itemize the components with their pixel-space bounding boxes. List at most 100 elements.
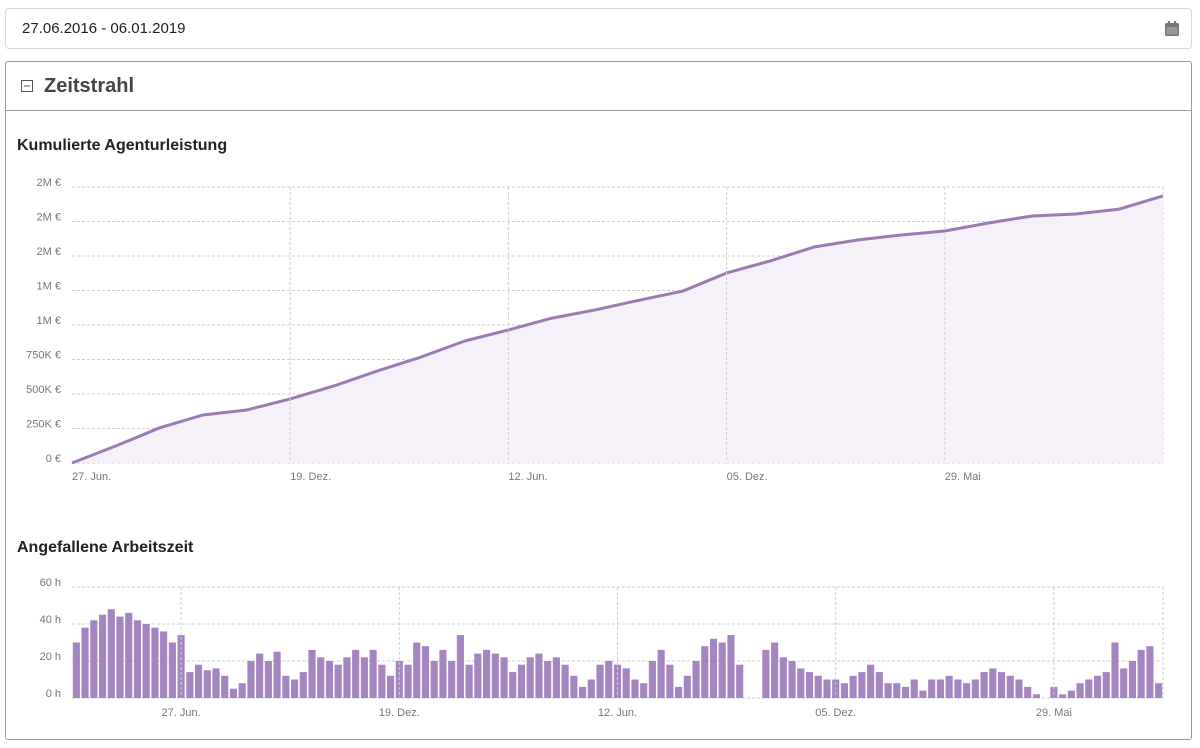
y-tick-label: 500K € (26, 384, 61, 396)
bar (718, 642, 726, 698)
bar (308, 649, 316, 698)
bar (797, 668, 805, 698)
bar (893, 683, 901, 698)
x-tick-label: 12. Jun. (598, 707, 637, 719)
bar (928, 679, 936, 698)
bar (81, 627, 89, 698)
bar (552, 657, 560, 698)
bar (212, 668, 220, 698)
y-tick-label: 750K € (26, 349, 61, 361)
bar (448, 661, 456, 698)
bar (238, 683, 246, 698)
bar (413, 642, 421, 698)
chart-title: Angefallene Arbeitszeit (17, 539, 194, 556)
bar (1120, 668, 1128, 698)
bar (72, 642, 80, 698)
bar (378, 664, 386, 698)
bar (456, 635, 464, 698)
bar (727, 635, 735, 698)
bar (1128, 661, 1137, 698)
bar (142, 624, 150, 698)
bar (587, 679, 595, 698)
bar (648, 661, 656, 698)
bar (675, 686, 683, 698)
date-range-text: 27.06.2016 - 06.01.2019 (22, 20, 186, 37)
bar (273, 651, 281, 698)
bar (1093, 675, 1102, 698)
y-tick-label: 1M € (37, 280, 61, 292)
bar (963, 683, 971, 698)
bar (683, 675, 691, 698)
bar (343, 657, 351, 698)
bar (954, 679, 962, 698)
bar (264, 661, 272, 698)
date-range-input[interactable]: 27.06.2016 - 06.01.2019 (5, 8, 1192, 49)
bar (1024, 686, 1032, 698)
bar (229, 688, 238, 698)
bar (1032, 694, 1041, 698)
x-tick-label: 27. Jun. (162, 707, 201, 719)
bar (1067, 690, 1075, 698)
collapse-icon[interactable] (21, 80, 33, 92)
bar (701, 646, 709, 698)
y-tick-label: 40 h (40, 614, 61, 626)
bar (168, 642, 176, 698)
y-tick-label: 2M € (37, 177, 61, 189)
bar (509, 672, 517, 698)
bar (849, 675, 857, 698)
x-tick-label: 05. Dez. (815, 707, 856, 719)
bar (483, 649, 491, 698)
x-tick-label: 29. Mai (1036, 707, 1072, 719)
bar (107, 609, 115, 698)
bar (352, 649, 360, 698)
bar (1137, 649, 1145, 698)
bar (221, 675, 229, 698)
bar (736, 664, 744, 698)
bar (1111, 642, 1119, 698)
y-tick-label: 2M € (37, 246, 61, 258)
bar (160, 631, 168, 698)
bar (291, 679, 299, 698)
bar (771, 642, 779, 698)
x-tick-label: 29. Mai (945, 471, 981, 483)
bar (526, 657, 534, 698)
bar (1102, 672, 1110, 698)
bar (875, 672, 883, 698)
bar (387, 675, 395, 698)
bar (945, 675, 953, 698)
bar (997, 672, 1006, 698)
bar (299, 672, 307, 698)
y-tick-label: 0 h (46, 688, 61, 700)
bar (1006, 675, 1014, 698)
calendar-icon[interactable] (1165, 21, 1179, 36)
bar (247, 661, 255, 698)
y-tick-label: 0 € (46, 453, 61, 465)
bar (823, 679, 831, 698)
bar (334, 664, 342, 698)
bar (884, 683, 892, 698)
bar (439, 649, 447, 698)
bar (709, 638, 718, 698)
bar (491, 653, 499, 698)
bar (317, 657, 325, 698)
bar (980, 672, 988, 698)
bar (544, 661, 552, 698)
area (72, 195, 1163, 463)
x-tick-label: 19. Dez. (379, 707, 420, 719)
bar (465, 664, 473, 698)
bar (421, 646, 430, 698)
bar (657, 649, 665, 698)
bar (98, 614, 107, 698)
bar (579, 686, 587, 698)
panel-header[interactable]: Zeitstrahl (6, 62, 1191, 111)
bar (561, 664, 569, 698)
bar (404, 664, 412, 698)
bar (133, 620, 142, 698)
bar (692, 661, 700, 698)
panel-title: Zeitstrahl (44, 75, 135, 97)
y-tick-label: 2M € (37, 211, 61, 223)
bar (500, 657, 508, 698)
bar (910, 679, 918, 698)
bar (936, 679, 944, 698)
bar (640, 683, 648, 698)
